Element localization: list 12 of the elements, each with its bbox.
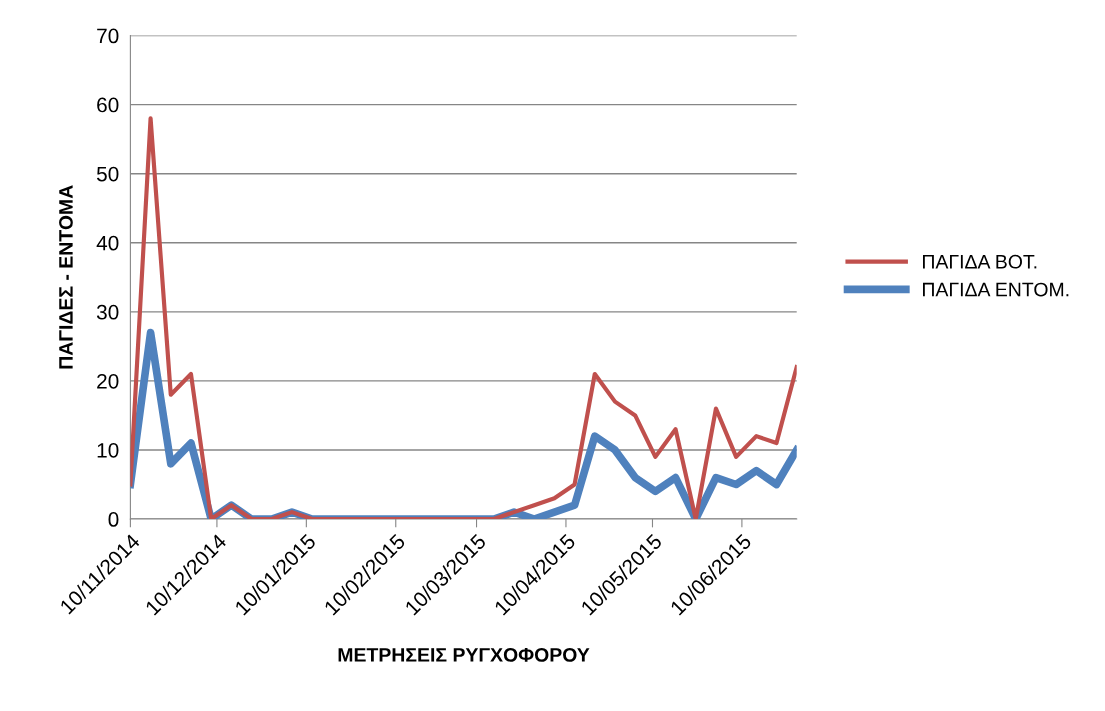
y-tick-label: 10 [97,442,119,458]
legend-label: ΠΑΓΙΔΑ ΒΟΤ. [923,254,1037,269]
y-tick-label: 40 [96,235,119,251]
y-axis-title: ΠΑΓΙΔΕΣ - ΕΝΤΟΜΑ [59,185,73,369]
y-tick-label: 70 [97,28,119,44]
y-tick-label: 60 [97,97,119,113]
y-tick-label: 20 [97,373,119,389]
legend-label: ΠΑΓΙΔΑ ΕΝΤΟΜ. [923,282,1069,297]
y-tick-label: 30 [96,304,119,320]
x-axis-title: ΜΕΤΡΗΣΕΙΣ ΡΥΓΧΟΦΟΡΟΥ [338,647,590,662]
y-tick-label: 0 [108,512,119,527]
y-tick-label: 50 [96,166,119,182]
